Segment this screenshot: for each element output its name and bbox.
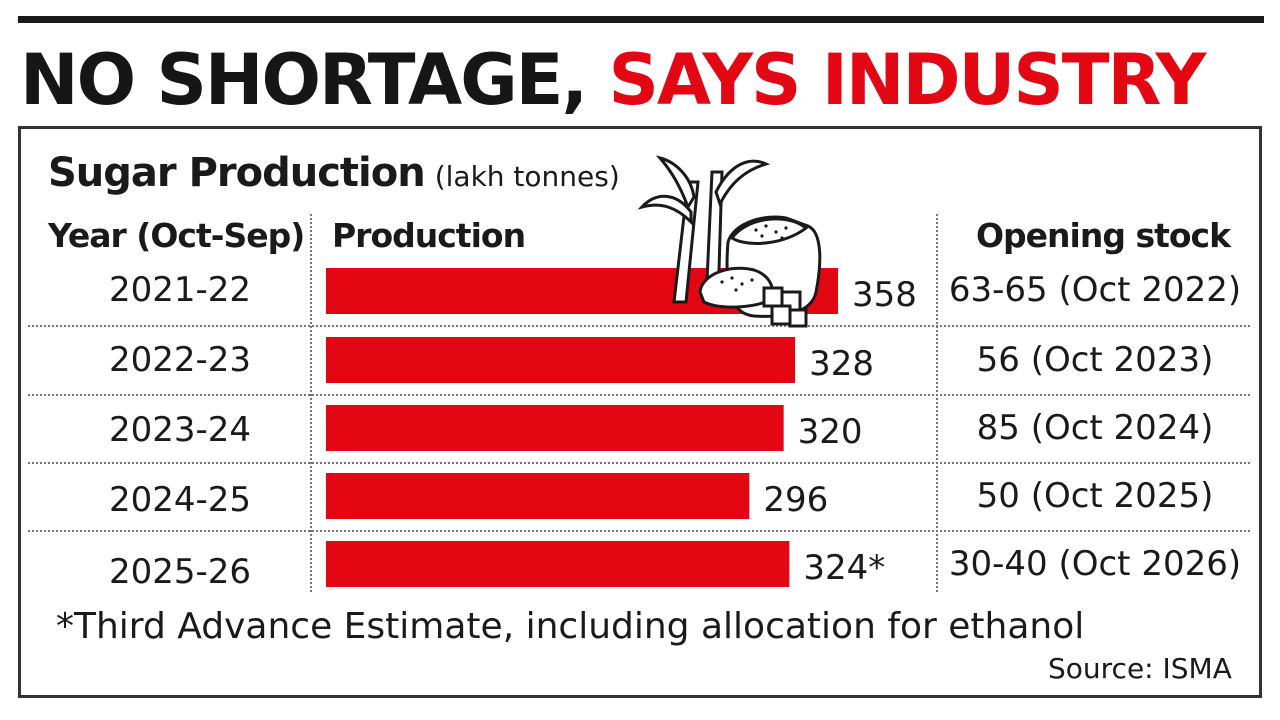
bar-value-label: 296 xyxy=(763,480,828,520)
chart-title-text: Sugar Production xyxy=(48,150,426,196)
bar-value-label: 320 xyxy=(798,412,863,452)
year-label: 2023-24 xyxy=(108,410,252,450)
stock-value: 30-40 (Oct 2026) xyxy=(948,544,1242,584)
bar-2025-26 xyxy=(326,541,790,587)
stock-value: 56 (Oct 2023) xyxy=(976,340,1214,380)
headline-part-2: SAYS INDUSTRY xyxy=(608,39,1206,121)
bar-2022-23 xyxy=(326,337,796,383)
chart-panel xyxy=(18,126,1262,698)
headline-part-1: NO SHORTAGE, xyxy=(20,39,609,121)
column-header-stock: Opening stock xyxy=(976,216,1231,255)
row-divider xyxy=(28,394,1250,396)
sugarcane-illustration-icon xyxy=(637,155,822,328)
year-label: 2025-26 xyxy=(108,552,252,592)
bar-value-label: 358 xyxy=(852,275,917,315)
divider-stock xyxy=(936,214,938,592)
bar-value-label: 324* xyxy=(803,548,885,588)
headline: NO SHORTAGE, SAYS INDUSTRY xyxy=(20,34,1206,126)
chart-unit: (lakh tonnes) xyxy=(434,160,620,193)
top-rule xyxy=(18,16,1264,23)
stock-value: 63-65 (Oct 2022) xyxy=(948,270,1242,310)
bar-value-label: 328 xyxy=(809,344,874,384)
year-label: 2024-25 xyxy=(108,480,252,520)
row-divider xyxy=(28,530,1250,532)
bar-2024-25 xyxy=(326,473,750,519)
column-header-year: Year (Oct-Sep) xyxy=(48,216,305,255)
column-header-production: Production xyxy=(332,216,526,255)
chart-title: Sugar Production (lakh tonnes) xyxy=(48,150,620,196)
stock-value: 50 (Oct 2025) xyxy=(976,476,1214,516)
footnote: *Third Advance Estimate, including alloc… xyxy=(56,606,1085,647)
stock-value: 85 (Oct 2024) xyxy=(976,408,1214,448)
row-divider xyxy=(28,325,1250,327)
year-label: 2021-22 xyxy=(108,270,252,310)
row-divider xyxy=(28,462,1250,464)
bar-2023-24 xyxy=(326,405,784,451)
year-label: 2022-23 xyxy=(108,340,252,380)
source: Source: ISMA xyxy=(1048,652,1232,685)
divider-year xyxy=(310,214,312,592)
